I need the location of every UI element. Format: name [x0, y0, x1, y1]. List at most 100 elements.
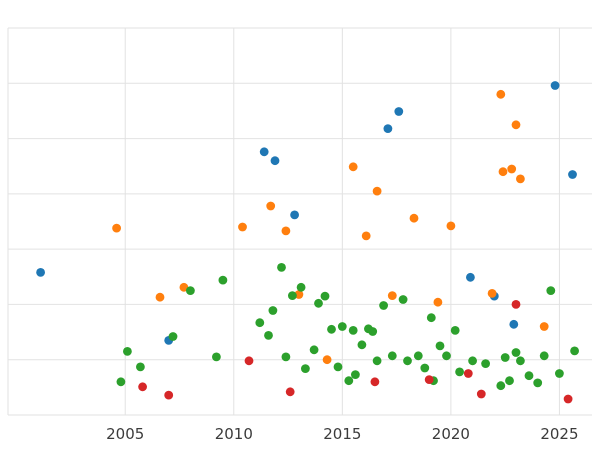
data-point-green [357, 340, 367, 350]
data-point-orange [238, 222, 247, 232]
data-point-red [476, 389, 486, 399]
data-point-green [533, 378, 543, 388]
data-point-green [481, 359, 490, 368]
data-point-orange [294, 290, 304, 299]
x-tick-label: 2025 [540, 425, 578, 443]
data-point-red [164, 390, 174, 400]
data-point-green [136, 362, 145, 372]
data-point-red [563, 394, 573, 404]
data-point-red [511, 300, 521, 309]
data-point-blue [290, 210, 299, 220]
data-point-green [333, 362, 343, 372]
data-point-green [455, 367, 464, 377]
data-point-green [420, 363, 430, 373]
data-point-green [212, 352, 221, 362]
data-point-red [370, 377, 380, 387]
data-point-orange [498, 167, 508, 177]
data-point-green [296, 282, 306, 292]
data-point-orange [155, 292, 165, 302]
data-point-red [244, 356, 254, 366]
data-point-orange [433, 297, 443, 307]
data-point-blue [259, 147, 269, 157]
data-point-green [546, 286, 556, 295]
data-point-green [426, 313, 436, 323]
data-point-orange [322, 355, 332, 365]
data-point-green [320, 291, 330, 301]
data-point-blue [394, 107, 404, 116]
data-point-blue [270, 156, 280, 166]
data-point-green [524, 371, 534, 381]
data-point-green [264, 331, 273, 340]
data-point-green [450, 326, 460, 335]
data-point-orange [511, 120, 521, 130]
data-point-blue [568, 170, 577, 179]
data-point-green [500, 353, 510, 362]
data-point-orange [516, 174, 525, 184]
data-point-green [218, 275, 228, 285]
data-point-green [123, 347, 132, 356]
data-point-green [442, 351, 451, 361]
data-point-orange [266, 201, 276, 211]
data-point-orange [507, 164, 517, 174]
x-tick-label: 2010 [215, 425, 253, 443]
data-point-orange [539, 322, 549, 331]
data-point-blue [383, 124, 393, 133]
x-tick-label: 2015 [323, 425, 361, 443]
data-point-green [344, 376, 354, 386]
data-point-red [424, 375, 434, 384]
data-point-green [516, 356, 525, 366]
data-point-green [379, 301, 388, 310]
data-point-green [496, 381, 506, 391]
data-point-orange [361, 231, 371, 241]
data-point-green [539, 351, 549, 361]
data-point-green [168, 332, 178, 341]
data-point-red [463, 369, 473, 378]
data-point-blue [36, 268, 45, 277]
data-point-green [570, 346, 579, 356]
data-point-orange [446, 221, 456, 231]
data-point-orange [487, 289, 497, 298]
data-point-blue [466, 272, 475, 282]
data-point-green [351, 370, 360, 379]
data-point-blue [550, 81, 560, 90]
data-point-green [403, 356, 412, 366]
data-point-green [288, 291, 297, 300]
data-point-blue [509, 319, 519, 329]
data-point-orange [348, 162, 358, 172]
data-point-red [285, 387, 295, 397]
data-point-red [138, 382, 148, 392]
data-point-green [314, 298, 323, 308]
data-point-green [387, 351, 397, 361]
data-point-green [277, 263, 286, 272]
data-point-orange [372, 186, 382, 196]
data-point-orange [409, 213, 419, 223]
data-point-green [468, 356, 477, 366]
data-point-green [348, 326, 358, 335]
data-point-green [372, 356, 382, 366]
data-point-green [255, 318, 265, 328]
data-point-green [505, 376, 514, 386]
data-point-orange [179, 282, 189, 292]
data-point-green [435, 341, 445, 351]
data-point-green [368, 327, 378, 336]
data-point-green [186, 286, 195, 295]
data-point-orange [387, 291, 397, 300]
data-point-green [398, 295, 408, 304]
data-point-green [327, 324, 336, 334]
x-tick-label: 2005 [106, 425, 144, 443]
x-tick-label: 2020 [432, 425, 470, 443]
data-point-green [116, 377, 126, 387]
data-point-green [413, 351, 423, 361]
data-point-green [268, 306, 278, 315]
data-point-orange [496, 89, 506, 99]
data-point-green [555, 369, 564, 378]
data-point-green [281, 352, 291, 362]
data-point-green [337, 322, 347, 331]
data-point-orange [112, 223, 121, 233]
data-point-orange [281, 226, 291, 236]
data-point-green [301, 364, 310, 373]
data-point-green [309, 345, 319, 355]
data-point-green [511, 348, 521, 357]
